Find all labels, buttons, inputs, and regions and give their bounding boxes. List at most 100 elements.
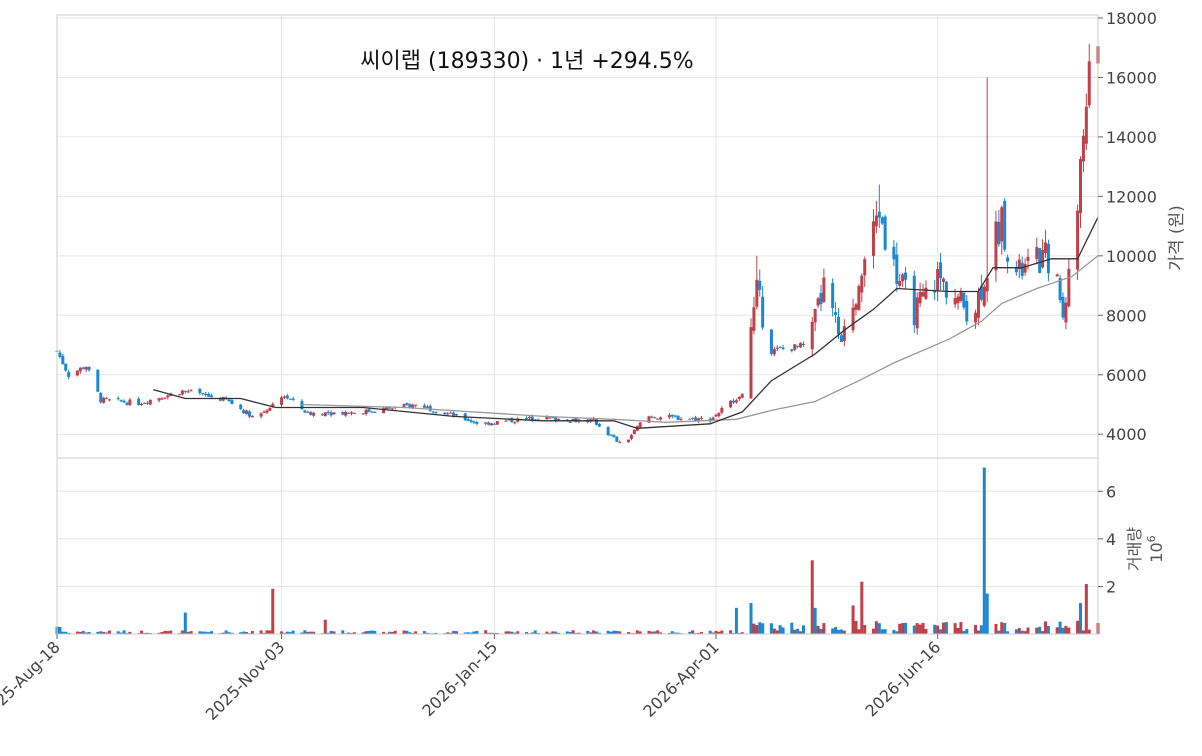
- volume-bar: [495, 632, 499, 634]
- candle-body: [288, 398, 292, 400]
- volume-bar: [350, 632, 354, 634]
- candle-body: [446, 413, 450, 415]
- candle-body: [513, 422, 517, 424]
- candle-body: [941, 278, 945, 282]
- volume-bar: [874, 621, 878, 634]
- candle-body: [452, 412, 456, 417]
- volume-bar: [895, 631, 899, 634]
- volume-bar: [145, 632, 149, 634]
- volume-bar: [434, 632, 438, 634]
- volume-bar: [997, 630, 1001, 634]
- volume-bar: [204, 631, 208, 634]
- candle-body: [245, 410, 249, 415]
- candle-body: [609, 434, 613, 436]
- volume-bar: [387, 631, 391, 634]
- candle-body: [530, 416, 534, 421]
- candle-body: [320, 414, 324, 416]
- volume-bar: [87, 632, 91, 634]
- candle-body: [892, 246, 896, 260]
- candle-body: [793, 344, 797, 350]
- candle-body: [102, 397, 106, 403]
- candle-body: [1084, 106, 1088, 144]
- volume-bar: [708, 630, 712, 634]
- volume-bar: [142, 632, 146, 634]
- volume-bar: [688, 631, 692, 634]
- candle-body: [282, 396, 286, 398]
- candle-body: [944, 281, 948, 298]
- volume-bar: [1017, 628, 1021, 634]
- volume-bar: [673, 632, 677, 634]
- volume-bar: [933, 624, 937, 634]
- candle-body: [177, 394, 181, 396]
- candle-body: [145, 402, 149, 404]
- volume-bar: [221, 632, 225, 634]
- volume-bar: [116, 631, 120, 634]
- volume-bar: [207, 632, 211, 634]
- candle-body: [729, 400, 733, 408]
- volume-bar: [1058, 621, 1062, 634]
- volume-bar: [551, 631, 555, 634]
- candle-body: [732, 400, 736, 403]
- volume-bar: [918, 624, 922, 634]
- volume-bar: [516, 631, 520, 634]
- candle-body: [752, 307, 756, 331]
- candle-body: [612, 435, 616, 438]
- volume-bar: [454, 631, 458, 634]
- volume-bar: [912, 625, 916, 634]
- volume-bar: [189, 631, 193, 634]
- volume-bar: [924, 628, 928, 634]
- volume-bar: [1064, 625, 1068, 634]
- candle-body: [1087, 61, 1091, 106]
- candle-body: [466, 419, 470, 422]
- volume-bar: [577, 632, 581, 634]
- volume-bar: [775, 630, 779, 634]
- candle-body: [673, 415, 677, 417]
- candle-body: [116, 398, 120, 400]
- volume-bar: [119, 632, 123, 634]
- candle-body: [1058, 278, 1062, 301]
- candle-body: [839, 335, 843, 343]
- candle-body: [180, 390, 184, 395]
- volume-bar: [752, 623, 756, 634]
- candle-body: [204, 393, 208, 395]
- volume-bar: [857, 629, 861, 634]
- candle-body: [1067, 268, 1071, 307]
- candle-body: [268, 407, 272, 411]
- volume-bar: [796, 628, 800, 634]
- volume-bar: [656, 630, 660, 634]
- candle-body: [834, 312, 838, 315]
- volume-bar: [758, 622, 762, 634]
- candle-body: [816, 298, 820, 306]
- volume-bar: [813, 607, 817, 634]
- volume-bar: [364, 631, 368, 634]
- volume-bar: [880, 629, 884, 634]
- candle-body: [895, 254, 899, 284]
- volume-bar: [944, 622, 948, 634]
- volume-bar: [309, 631, 313, 634]
- candle-body: [207, 393, 211, 397]
- candle-body: [183, 390, 187, 392]
- volume-bar: [720, 630, 724, 634]
- volume-bar: [877, 623, 881, 634]
- date-tick-label: 2026-Jun-16: [861, 637, 944, 720]
- candle-body: [1017, 259, 1021, 270]
- ma-short-line: [153, 216, 1099, 429]
- volume-bar: [405, 630, 409, 634]
- volume-bar: [513, 632, 517, 634]
- candle-body: [874, 215, 878, 227]
- volume-bar: [772, 628, 776, 634]
- candle-body: [740, 394, 744, 398]
- volume-bar: [96, 631, 100, 634]
- candle-body: [1061, 296, 1065, 318]
- volume-bar: [367, 630, 371, 634]
- candle-body: [84, 366, 88, 370]
- volume-bar: [904, 622, 908, 634]
- volume-bar: [84, 632, 88, 634]
- volume-bar: [180, 630, 184, 634]
- volume-bar: [291, 630, 295, 634]
- candle-body: [694, 417, 698, 421]
- volume-bar: [901, 623, 905, 634]
- candle-body: [772, 349, 776, 355]
- volume-bar: [1023, 631, 1027, 634]
- candle-body: [87, 366, 91, 371]
